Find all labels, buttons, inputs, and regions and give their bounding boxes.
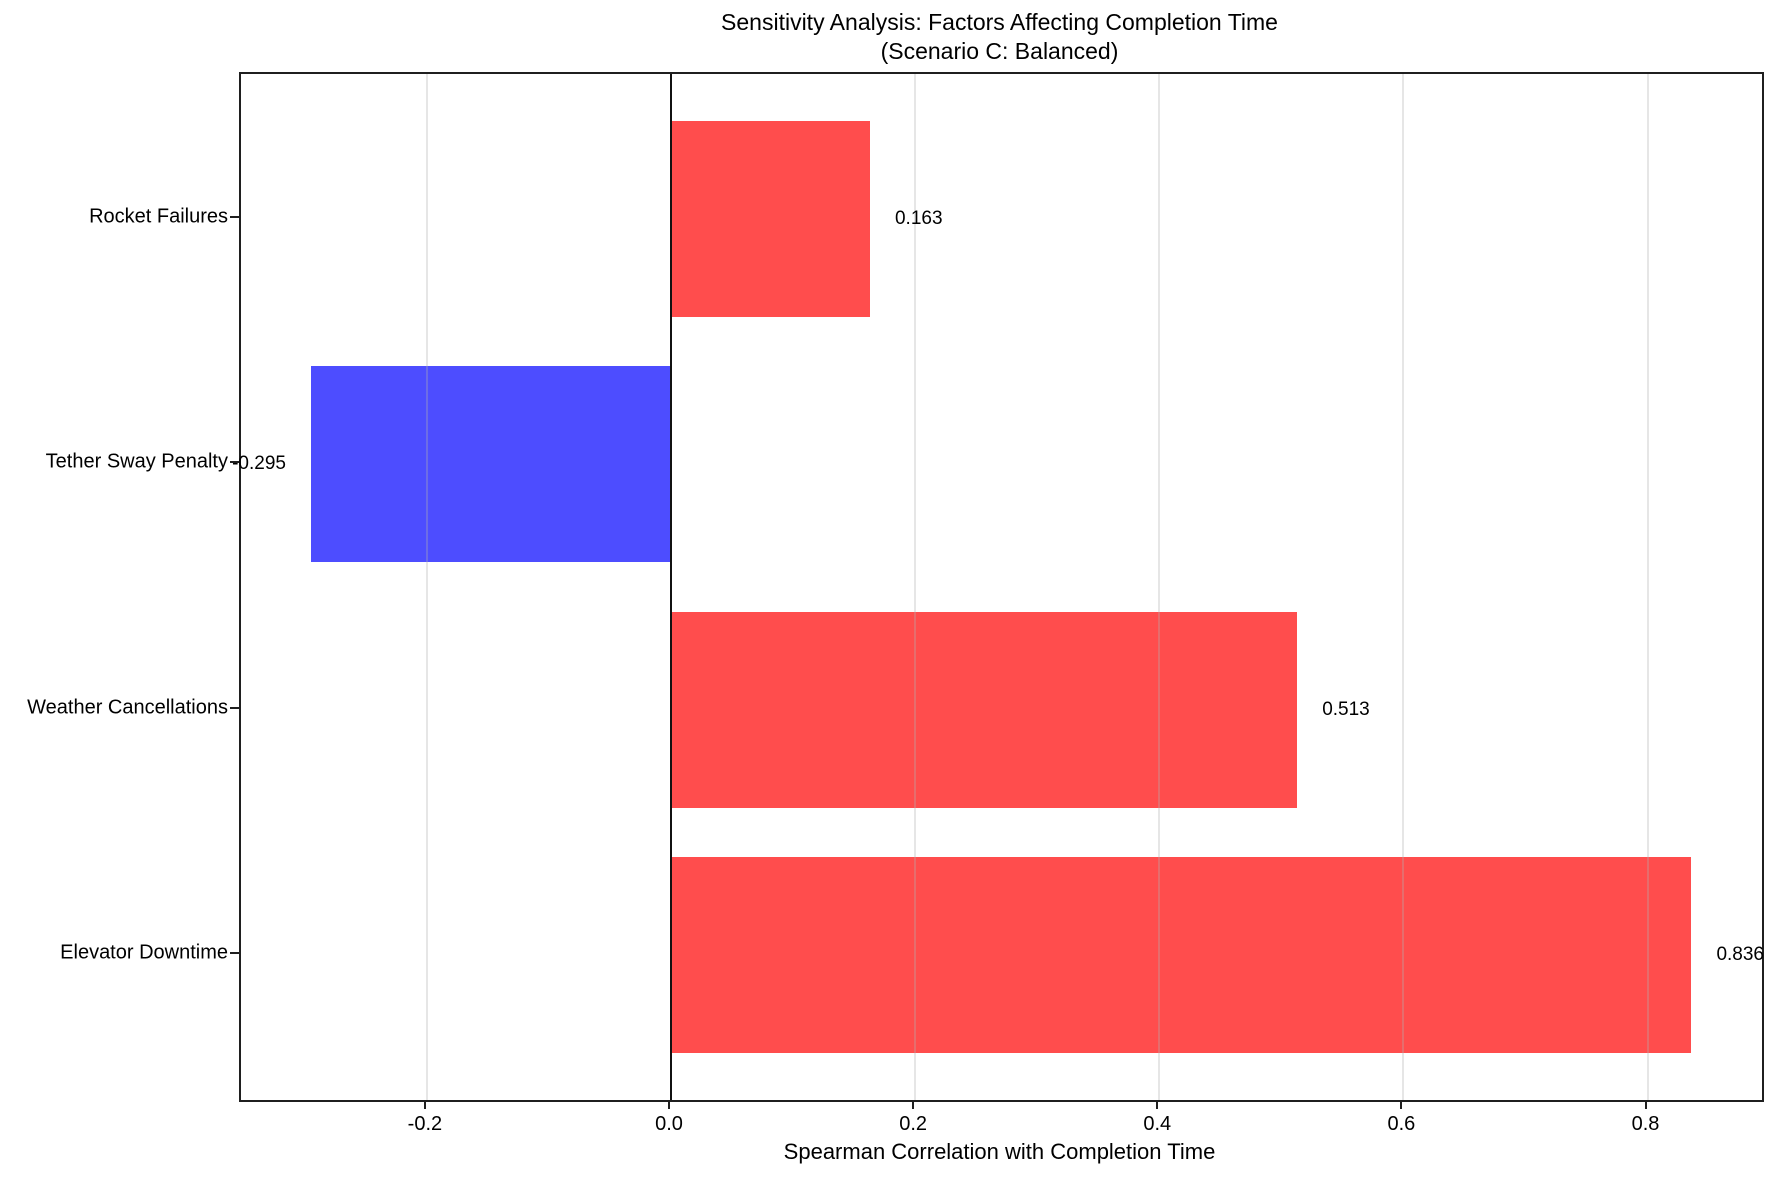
category-label-rocket-failures: Rocket Failures [89, 205, 228, 228]
value-label-tether-sway-penalty: -0.295 [232, 453, 286, 475]
zero-line [670, 74, 673, 1100]
y-tick-mark [230, 952, 239, 955]
bar-elevator-downtime [671, 857, 1692, 1054]
x-tick-mark [912, 1100, 915, 1109]
x-tick-label: 0.4 [1143, 1113, 1172, 1135]
y-tick-mark [230, 706, 239, 709]
x-tick-label: -0.2 [407, 1113, 443, 1135]
x-tick-label: 0.6 [1387, 1113, 1416, 1135]
x-tick-label: 0.2 [899, 1113, 928, 1135]
gridline-x-0.6 [1402, 74, 1405, 1100]
gridline-x-0.2 [914, 74, 917, 1100]
chart-title: Sensitivity Analysis: Factors Affecting … [721, 9, 1278, 35]
x-tick-mark [668, 1100, 671, 1109]
value-label-weather-cancellations: 0.513 [1322, 698, 1370, 720]
gridline-x--0.2 [425, 74, 428, 1100]
bar-tether-sway-penalty [310, 366, 672, 563]
gridline-x-0.4 [1158, 74, 1161, 1100]
chart-subtitle: (Scenario C: Balanced) [880, 37, 1119, 64]
y-tick-mark [230, 215, 239, 218]
x-tick-label: 0.0 [655, 1113, 683, 1135]
value-label-elevator-downtime: 0.836 [1716, 944, 1764, 966]
bar-weather-cancellations [671, 611, 1298, 808]
value-label-rocket-failures: 0.163 [894, 207, 943, 229]
y-tick-mark [230, 461, 239, 464]
plot-area: 0.163 -0.295 0.513 0.836 [232, 72, 1764, 1102]
chart-title-block: Sensitivity Analysis: Factors Affecting … [239, 8, 1760, 66]
x-tick-label: 0.8 [1631, 1113, 1660, 1135]
category-label-elevator-downtime: Elevator Downtime [60, 941, 228, 964]
x-tick-mark [1400, 1100, 1403, 1109]
x-tick-mark [1644, 1100, 1647, 1109]
gridline-x-0.8 [1646, 74, 1649, 1100]
x-tick-mark [1156, 1100, 1159, 1109]
bar-rocket-failures [671, 120, 870, 317]
category-label-weather-cancellations: Weather Cancellations [27, 696, 228, 719]
x-tick-mark [423, 1100, 426, 1109]
category-label-tether-sway-penalty: Tether Sway Penalty [45, 450, 228, 473]
x-axis-label: Spearman Correlation with Completion Tim… [783, 1139, 1216, 1164]
